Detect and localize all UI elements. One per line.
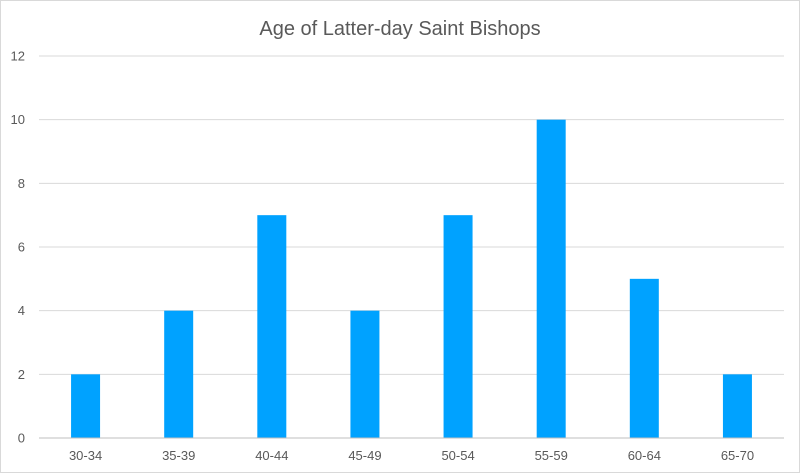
x-tick-label: 50-54 bbox=[441, 448, 474, 463]
y-tick-label: 10 bbox=[11, 112, 25, 127]
bar-50-54 bbox=[443, 215, 473, 438]
gridlines bbox=[39, 55, 784, 375]
chart-title: Age of Latter-day Saint Bishops bbox=[259, 18, 540, 40]
y-tick-label: 2 bbox=[18, 367, 25, 382]
x-tick-label: 60-64 bbox=[628, 448, 661, 463]
bar-35-39 bbox=[164, 310, 194, 438]
x-tick-label: 30-34 bbox=[69, 448, 102, 463]
y-axis-ticks: 0 2 4 6 8 10 12 bbox=[11, 49, 25, 446]
y-tick-label: 4 bbox=[18, 303, 25, 318]
bar-60-64 bbox=[629, 278, 659, 438]
y-tick-label: 8 bbox=[18, 176, 25, 191]
bar-30-34 bbox=[71, 374, 101, 438]
x-tick-label: 35-39 bbox=[162, 448, 195, 463]
bars bbox=[71, 119, 752, 439]
bar-65-70 bbox=[722, 374, 752, 438]
bar-40-44 bbox=[257, 215, 287, 438]
y-tick-label: 6 bbox=[18, 240, 25, 255]
x-tick-label: 45-49 bbox=[348, 448, 381, 463]
x-axis-ticks: 30-34 35-39 40-44 45-49 50-54 55-59 60-64 65-70 bbox=[69, 448, 754, 463]
x-tick-label: 65-70 bbox=[721, 448, 754, 463]
y-tick-label: 12 bbox=[11, 49, 25, 64]
bar-55-59 bbox=[536, 119, 566, 439]
x-tick-label: 55-59 bbox=[535, 448, 568, 463]
bar-45-49 bbox=[350, 310, 380, 438]
x-tick-label: 40-44 bbox=[255, 448, 288, 463]
y-tick-label: 0 bbox=[18, 431, 25, 446]
